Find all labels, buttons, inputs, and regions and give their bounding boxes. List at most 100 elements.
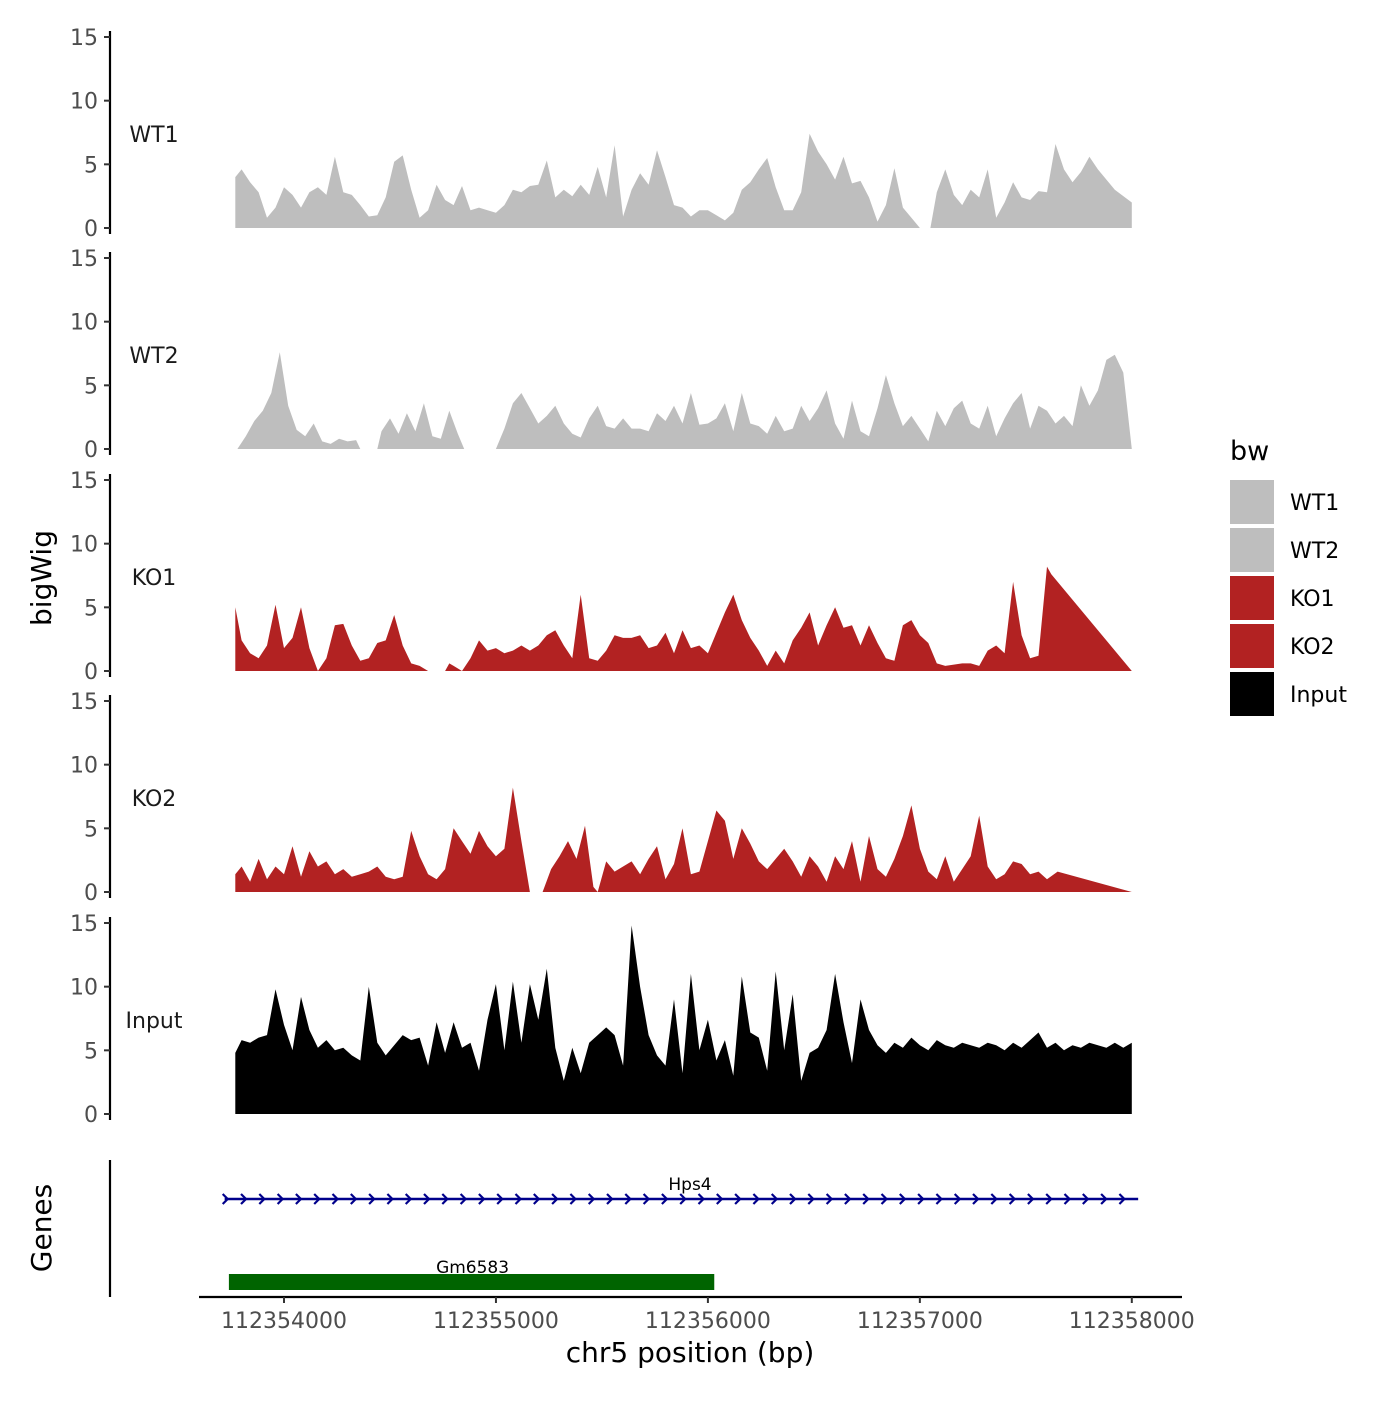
strand-arrow [697, 1193, 706, 1205]
strand-arrow [350, 1193, 358, 1205]
legend-item-input: Input [1230, 672, 1347, 716]
y-tick-label: 0 [84, 881, 98, 906]
track-wt2: 0 5 10 15 WT2 [70, 247, 1132, 463]
legend-item-ko1: KO1 [1230, 576, 1335, 620]
area-wt1 [235, 133, 1132, 228]
x-axis-title: chr5 position (bp) [566, 1336, 815, 1369]
y-tick-label: 15 [70, 690, 98, 715]
gene-panel: Hps4 Gm6583 [108, 1160, 1139, 1297]
track-ko1: 0 5 10 15 KO1 [70, 469, 1132, 685]
legend-title: bw [1230, 436, 1269, 467]
strand-arrow [953, 1193, 962, 1205]
strand-arrow [295, 1193, 303, 1205]
strand-arrow [661, 1193, 669, 1205]
strand-arrow [789, 1193, 797, 1205]
x-tick-label: 112358000 [1069, 1309, 1195, 1334]
track-panels: 0 5 10 15 WT1 0 5 10 15 WT2 0 5 10 15 KO1 0 5 10 15 KO2 0 5 10… [70, 26, 1132, 1128]
strand-arrow [1027, 1193, 1035, 1205]
legend-item-wt2: WT2 [1230, 528, 1339, 572]
strand-arrow [1008, 1193, 1017, 1205]
strand-arrow [569, 1193, 577, 1205]
y-tick-label: 5 [84, 374, 98, 399]
strand-arrow [386, 1193, 394, 1205]
genes-axis-title: Genes [25, 1184, 58, 1272]
strand-arrow [862, 1193, 870, 1205]
strand-arrow [679, 1193, 687, 1205]
y-tick-label: 15 [70, 247, 98, 272]
y-tick-label: 15 [70, 912, 98, 937]
legend-swatch [1230, 576, 1274, 620]
gene-block [228, 1274, 715, 1290]
strand-arrow [459, 1193, 468, 1205]
x-tick-label: 112354000 [221, 1309, 347, 1334]
y-tick-label: 10 [70, 754, 98, 779]
track-label-wt2: WT2 [129, 344, 178, 369]
strand-arrow [716, 1193, 724, 1205]
strand-arrow [935, 1193, 943, 1205]
legend-swatch [1230, 528, 1274, 572]
strand-arrow [1118, 1193, 1126, 1205]
gene-hps4: Hps4 [221, 1175, 1139, 1205]
strand-arrow [752, 1193, 760, 1205]
strand-arrow [990, 1193, 998, 1205]
legend-label: Input [1290, 683, 1347, 708]
strand-arrow [423, 1193, 431, 1205]
strand-arrow [1100, 1193, 1108, 1205]
track-wt1: 0 5 10 15 WT1 [70, 26, 1132, 242]
y-tick-label: 10 [70, 311, 98, 336]
legend: bw WT1 WT2 KO1 KO2 Input [1230, 436, 1347, 716]
track-label-ko1: KO1 [132, 566, 177, 591]
y-tick-label: 10 [70, 90, 98, 115]
strand-arrow [368, 1193, 376, 1205]
y-tick-label: 0 [84, 660, 98, 685]
strand-arrow [331, 1193, 340, 1205]
strand-arrow [844, 1193, 852, 1205]
strand-arrow [276, 1193, 285, 1205]
strand-arrow [1082, 1193, 1090, 1205]
legend-swatch [1230, 624, 1274, 668]
legend-item-ko2: KO2 [1230, 624, 1335, 668]
x-axis: 112354000 112355000 112356000 112357000 1123… [199, 1295, 1195, 1334]
area-input [235, 925, 1132, 1114]
strand-arrow [404, 1193, 413, 1205]
y-tick-label: 10 [70, 533, 98, 558]
y-tick-label: 0 [84, 438, 98, 463]
y-tick-label: 0 [84, 1103, 98, 1128]
strand-arrow [825, 1193, 834, 1205]
gene-gm6583: Gm6583 [228, 1258, 715, 1290]
strand-arrow [533, 1193, 541, 1205]
gene-label: Gm6583 [436, 1258, 509, 1278]
legend-label: WT2 [1290, 539, 1339, 564]
strand-arrow [606, 1193, 614, 1205]
area-ko1 [235, 566, 1132, 671]
strand-arrow [240, 1193, 248, 1205]
legend-swatch [1230, 672, 1274, 716]
track-label-wt1: WT1 [129, 123, 178, 148]
strand-arrow [917, 1193, 925, 1205]
strand-arrow [1045, 1193, 1053, 1205]
legend-item-wt1: WT1 [1230, 480, 1339, 524]
y-tick-label: 0 [84, 217, 98, 242]
strand-arrow [441, 1193, 449, 1205]
strand-arrow [624, 1193, 632, 1205]
strand-arrow [770, 1193, 779, 1205]
strand-arrow [807, 1193, 815, 1205]
strand-arrow [880, 1193, 889, 1205]
area-wt2 [237, 352, 1132, 449]
y-tick-label: 5 [84, 1039, 98, 1064]
legend-label: KO2 [1290, 635, 1335, 660]
legend-label: KO1 [1290, 587, 1335, 612]
legend-label: WT1 [1290, 491, 1339, 516]
strand-arrow [258, 1193, 266, 1205]
y-tick-label: 5 [84, 153, 98, 178]
strand-arrow [221, 1193, 230, 1205]
track-ko2: 0 5 10 15 KO2 [70, 690, 1132, 906]
track-input: 0 5 10 15 Input [70, 912, 1132, 1128]
strand-arrow [972, 1193, 980, 1205]
track-label-ko2: KO2 [132, 787, 177, 812]
strand-arrow [496, 1193, 504, 1205]
y-tick-label: 15 [70, 469, 98, 494]
strand-arrow [514, 1193, 523, 1205]
track-label-input: Input [126, 1009, 183, 1034]
